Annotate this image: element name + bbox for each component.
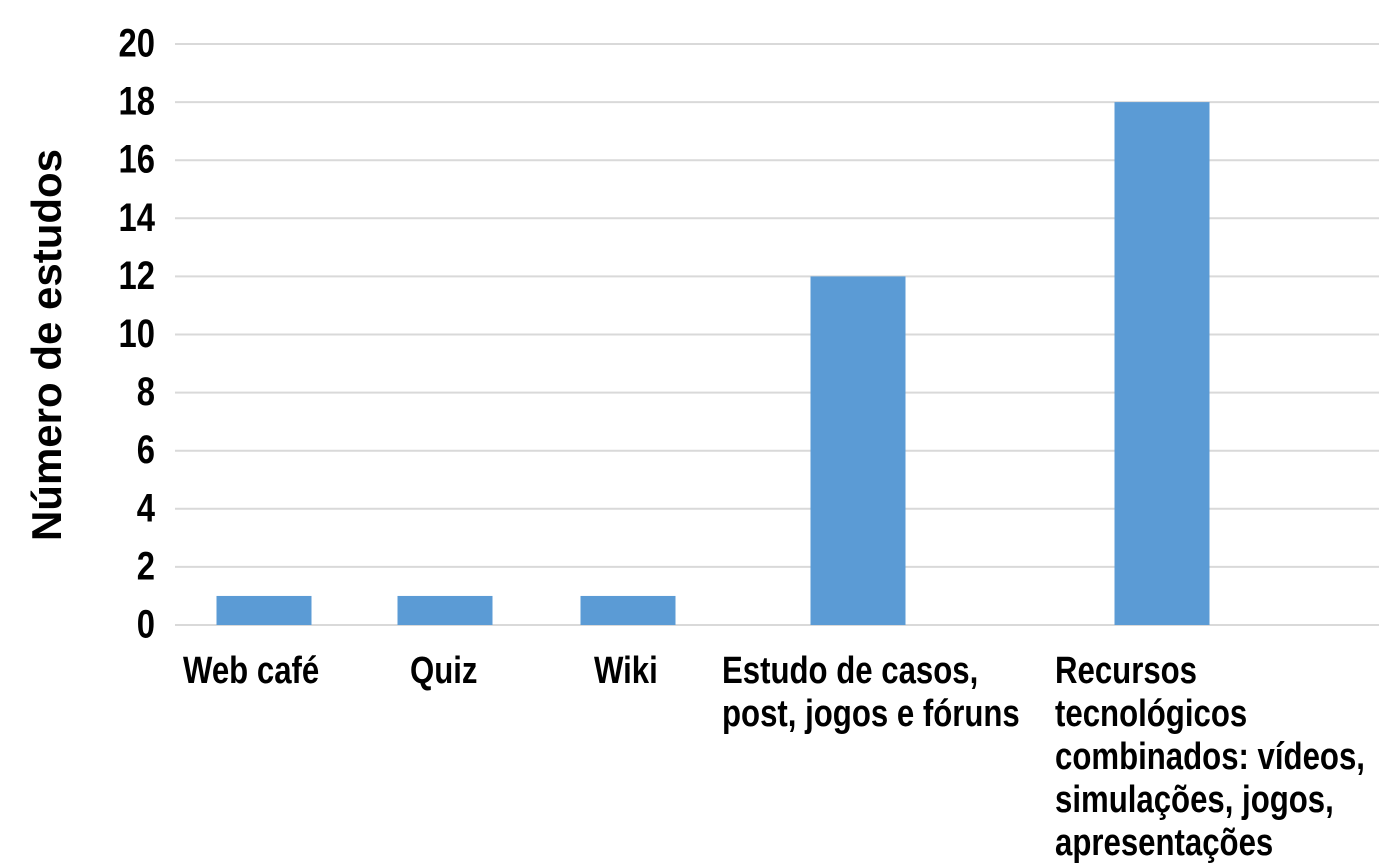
y-tick-label: 20 [119,20,155,65]
x-tick-label: Quiz [410,650,478,692]
y-tick-label: 18 [119,79,155,124]
x-tick-label: Web café [183,650,320,692]
bar [580,595,676,625]
y-tick-label: 12 [119,253,155,298]
bar [1114,102,1210,626]
y-tick-label: 4 [137,485,156,530]
x-tick-label: Recursos tecnológicos combinados: vídeos… [1055,650,1365,863]
y-tick-label: 6 [137,427,155,472]
bar [810,276,906,625]
bar [397,595,493,625]
y-axis-label: Número de estudos [23,149,70,541]
bar [216,595,312,625]
y-tick-label: 16 [119,137,155,182]
x-tick-label: Estudo de casos, post, jogos e fóruns [722,650,1020,735]
y-tick-label: 0 [137,601,155,646]
y-tick-label: 8 [137,369,155,414]
y-tick-label: 10 [119,311,155,356]
y-tick-label: 14 [119,195,156,240]
x-tick-label: Wiki [594,650,658,692]
y-tick-label: 2 [137,543,155,588]
